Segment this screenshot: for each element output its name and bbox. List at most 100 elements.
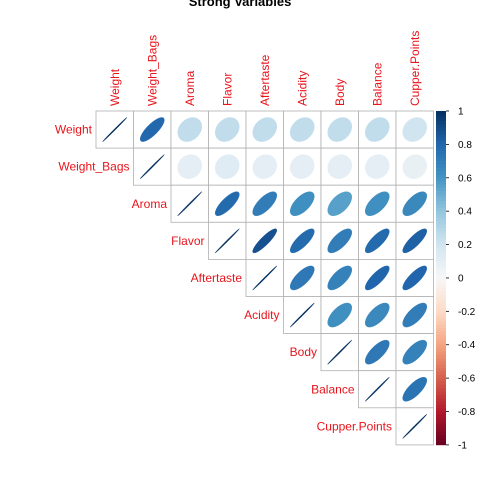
colorbar-segment [436, 384, 446, 389]
ellipse-body-body [327, 339, 353, 365]
row-label-acidity: Acidity [244, 308, 279, 322]
ellipse-aroma-balance [364, 191, 390, 217]
ellipse-aroma-body [327, 191, 353, 217]
ellipse-flavor-acidity [289, 228, 315, 254]
colorbar-segment [436, 224, 446, 229]
colorbar-segment [436, 421, 446, 426]
colorbar-tick-label: 0.6 [458, 173, 472, 184]
row-label-aftertaste: Aftertaste [191, 271, 243, 285]
row-label-body: Body [290, 345, 317, 359]
colorbar-segment [436, 114, 446, 118]
colorbar-segment [436, 434, 446, 439]
colorbar-segment [436, 134, 446, 139]
col-label-flavor: Flavor [220, 73, 234, 106]
colorbar-segment [436, 348, 446, 352]
colorbar-segment [436, 214, 446, 219]
ellipse-body-balance [364, 339, 390, 365]
col-label-acidity: Acidity [295, 71, 309, 106]
colorbar-segment [436, 221, 446, 225]
colorbar-segment [436, 364, 446, 369]
ellipse-weight-bags-cupper-points [402, 154, 428, 179]
colorbar-tick-label: 0.8 [458, 140, 472, 151]
colorbar-segment [436, 261, 446, 265]
colorbar-segment [436, 277, 446, 282]
colorbar-segment [436, 341, 446, 346]
colorbar-segment [436, 271, 446, 275]
ellipse-acidity-body [327, 302, 353, 328]
colorbar-segment [436, 257, 446, 262]
ellipse-aroma-aroma [177, 191, 203, 217]
colorbar-segment [436, 431, 446, 436]
colorbar-segment [436, 181, 446, 185]
col-label-weight-bags: Weight_Bags [145, 35, 159, 106]
ellipse-aftertaste-aftertaste [252, 265, 278, 291]
colorbar-segment [436, 127, 446, 132]
colorbar-segment [436, 408, 446, 412]
colorbar-segment [436, 374, 446, 379]
colorbar-segment [436, 211, 446, 215]
colorbar-segment [436, 401, 446, 406]
colorbar-segment [436, 344, 446, 349]
colorbar-segment [436, 264, 446, 269]
row-label-aroma: Aroma [132, 197, 168, 211]
ellipse-balance-balance [364, 376, 390, 402]
colorbar-segment [436, 141, 446, 145]
ellipse-weight-cupper-points [402, 117, 428, 142]
colorbar-segment [436, 378, 446, 382]
colorbar-segment [436, 351, 446, 356]
colorbar-segment [436, 331, 446, 336]
ellipse-weight-bags-balance [364, 154, 390, 179]
ellipse-body-cupper-points [402, 339, 428, 365]
colorbar-segment [436, 201, 446, 205]
colorbar-segment [436, 117, 446, 122]
ellipse-weight-bags-weight-bags [139, 154, 165, 179]
ellipse-aroma-acidity [289, 191, 315, 217]
colorbar-segment [436, 191, 446, 195]
colorbar-segment [436, 287, 446, 292]
colorbar-segment [436, 241, 446, 245]
ellipse-aroma-flavor [214, 191, 240, 217]
colorbar-tick-label: -1 [458, 440, 467, 451]
colorbar-segment [436, 318, 446, 322]
colorbar-segment [436, 204, 446, 209]
colorbar-segment [436, 137, 446, 142]
ellipse-aroma-aftertaste [252, 191, 278, 217]
ellipse-weight-balance [364, 117, 390, 142]
ellipse-cupper-points-cupper-points [402, 414, 428, 439]
colorbar-segment [436, 167, 446, 172]
colorbar-segment [436, 197, 446, 202]
colorbar-segment [436, 247, 446, 252]
colorbar-segment [436, 361, 446, 366]
col-label-body: Body [333, 79, 347, 106]
colorbar-segment [436, 324, 446, 329]
colorbar-segment [436, 284, 446, 289]
col-label-balance: Balance [370, 62, 384, 106]
row-labels: Weight Weight_Bags Aroma Flavor Aftertaste Ac… [55, 123, 392, 434]
colorbar-segment [436, 388, 446, 392]
colorbar-segment [436, 151, 446, 155]
colorbar-segment [436, 281, 446, 285]
colorbar-segment [436, 164, 446, 169]
colorbar-segment [436, 314, 446, 319]
colorbar-segment [436, 311, 446, 315]
ellipse-aftertaste-cupper-points [402, 265, 428, 291]
ellipse-weight-bags-flavor [214, 154, 240, 179]
colorbar-segment [436, 227, 446, 232]
colorbar-segment [436, 398, 446, 402]
colorbar-segment [436, 441, 446, 446]
ellipse-acidity-acidity [289, 302, 315, 328]
colorbar: 1 0.8 0.6 0.4 0.2 0 -0.2 -0.4 -0.6 -0.8 -1 [436, 107, 476, 451]
colorbar-segment [436, 371, 446, 376]
colorbar-segment [436, 144, 446, 149]
colorbar-tick-label: -0.8 [458, 407, 476, 418]
ellipse-aftertaste-balance [364, 265, 390, 291]
colorbar-segment [436, 418, 446, 422]
colorbar-tick-label: 0 [458, 273, 464, 284]
colorbar-segment [436, 184, 446, 189]
ellipse-weight-bags-aftertaste [252, 154, 278, 179]
col-label-aftertaste: Aftertaste [258, 54, 272, 106]
colorbar-tick-label: -0.6 [458, 374, 476, 385]
row-label-flavor: Flavor [171, 234, 204, 248]
colorbar-tick-label: -0.4 [458, 340, 476, 351]
